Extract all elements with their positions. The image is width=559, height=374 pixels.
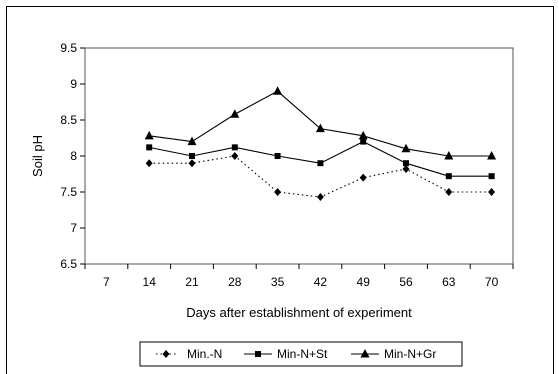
x-tick-label: 14 (143, 275, 157, 289)
data-point (445, 188, 453, 196)
x-tick-label: 56 (399, 275, 413, 289)
data-point (359, 173, 367, 182)
series-layer (144, 86, 497, 202)
legend-marker (360, 349, 370, 358)
legend-item: Min-N+Gr (351, 347, 436, 361)
x-tick-label: 21 (185, 275, 199, 289)
y-axis: 6.5 7 7.5 8 8.5 9 9.5 (60, 41, 85, 271)
x-tick-label: 63 (442, 275, 456, 289)
legend-label: Min-N+Gr (384, 347, 436, 361)
x-tick-label: 49 (357, 275, 371, 289)
x-tick-label: 7 (103, 275, 110, 289)
data-point (315, 123, 325, 133)
legend-marker (162, 350, 170, 358)
series-triangle (144, 86, 497, 160)
legend-label: Min.-N (187, 347, 222, 361)
series-square (146, 138, 495, 180)
data-point (230, 109, 240, 118)
data-point (189, 153, 195, 159)
series-diamond (145, 152, 496, 202)
x-axis-title: Days after establishment of experiment (186, 305, 412, 320)
y-axis-title: Soil pH (30, 135, 45, 177)
data-point (187, 136, 197, 146)
data-point (403, 160, 409, 167)
legend: Min.-N Min-N+St Min-N+Gr (156, 347, 436, 361)
y-tick-label: 6.5 (60, 257, 77, 271)
x-tick-label: 35 (271, 275, 285, 289)
data-point (487, 151, 497, 160)
legend-marker (255, 351, 261, 357)
data-point (445, 173, 452, 180)
data-point (488, 173, 495, 180)
data-point (317, 160, 324, 167)
x-axis: 7 14 21 28 35 42 49 56 63 70 (84, 264, 514, 289)
y-tick-label: 8.5 (60, 113, 77, 127)
data-point (360, 138, 367, 145)
data-point (144, 130, 154, 140)
data-point (358, 130, 368, 140)
data-point (488, 188, 496, 196)
y-tick-label: 9.5 (60, 41, 77, 55)
y-tick-label: 7.5 (60, 185, 77, 199)
data-point (401, 143, 411, 153)
legend-label: Min-N+St (277, 347, 328, 361)
x-tick-label: 28 (228, 275, 242, 289)
x-tick-label: 42 (314, 275, 328, 289)
y-tick-label: 9 (70, 77, 77, 91)
legend-item: Min.-N (156, 347, 222, 361)
data-point (274, 153, 281, 159)
data-point (274, 188, 282, 196)
data-point (444, 151, 454, 160)
legend-item: Min-N+St (244, 347, 328, 361)
plot-area (84, 47, 514, 265)
x-tick-label: 70 (485, 275, 499, 289)
y-tick-label: 8 (70, 149, 77, 163)
data-point (316, 193, 324, 202)
data-point (402, 164, 410, 173)
data-point (231, 144, 238, 151)
data-point (145, 159, 153, 168)
data-point (273, 86, 283, 95)
data-point (188, 159, 196, 168)
legend-box (139, 341, 463, 367)
data-point (231, 152, 239, 160)
y-tick-label: 7 (70, 221, 77, 235)
data-point (146, 144, 153, 151)
